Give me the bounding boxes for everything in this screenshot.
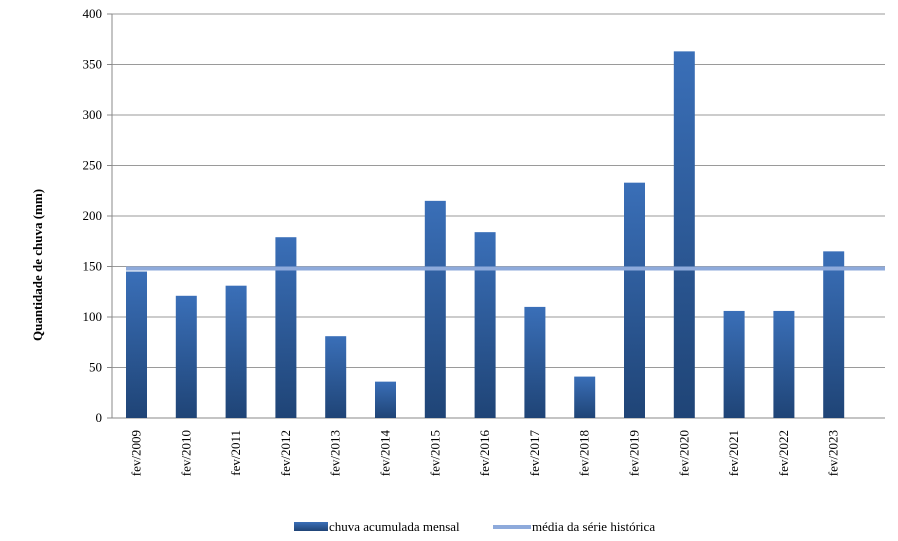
y-tick-labels: 0 50 100 150 200 250 300 350 400 <box>83 6 103 425</box>
x-tick-label: fev/2016 <box>477 430 492 477</box>
y-tick-label: 50 <box>89 360 102 375</box>
y-tick-label: 150 <box>83 259 103 274</box>
gridlines <box>107 13 885 419</box>
x-tick-label: fev/2014 <box>378 430 393 477</box>
bar <box>424 200 446 418</box>
y-tick-label: 250 <box>83 158 103 173</box>
y-tick-label: 0 <box>96 410 103 425</box>
x-tick-label: fev/2009 <box>129 430 144 476</box>
bar <box>175 295 197 418</box>
x-tick-label: fev/2017 <box>527 430 542 477</box>
legend-label-bar: chuva acumulada mensal <box>329 519 460 534</box>
y-tick-label: 100 <box>83 309 103 324</box>
bars <box>126 51 845 419</box>
legend-label-line: média da série histórica <box>532 519 655 534</box>
bar <box>524 306 546 418</box>
bar <box>574 376 596 418</box>
bar <box>325 336 347 418</box>
x-tick-label: fev/2021 <box>726 430 741 476</box>
y-tick-label: 300 <box>83 107 103 122</box>
x-tick-label: fev/2011 <box>228 430 243 476</box>
bar <box>823 251 845 418</box>
bar <box>624 182 645 418</box>
x-tick-label: fev/2023 <box>826 430 841 476</box>
x-tick-label: fev/2010 <box>178 430 193 476</box>
bar <box>474 232 496 418</box>
legend-swatch-bar <box>294 522 328 531</box>
x-tick-label: fev/2015 <box>427 430 442 476</box>
legend: chuva acumulada mensal média da série hi… <box>294 519 655 534</box>
x-tick-label: fev/2019 <box>627 430 642 476</box>
y-tick-label: 200 <box>83 208 103 223</box>
bar <box>225 285 247 418</box>
bar <box>673 51 695 419</box>
x-tick-label: fev/2013 <box>328 430 343 476</box>
bar <box>723 310 745 418</box>
bar <box>275 237 297 418</box>
x-tick-label: fev/2012 <box>278 430 293 476</box>
y-axis-label: Quantidade de chuva (mm) <box>30 189 45 341</box>
bar <box>126 271 147 418</box>
bar <box>375 381 396 418</box>
x-tick-label: fev/2018 <box>577 430 592 476</box>
x-tick-label: fev/2020 <box>676 430 691 476</box>
bar <box>773 310 795 418</box>
x-tick-labels: fev/2009 fev/2010 fev/2011 fev/2012 fev/2013… <box>129 430 841 477</box>
y-tick-label: 400 <box>83 6 103 21</box>
y-tick-label: 350 <box>83 57 103 72</box>
x-tick-label: fev/2022 <box>776 430 791 476</box>
